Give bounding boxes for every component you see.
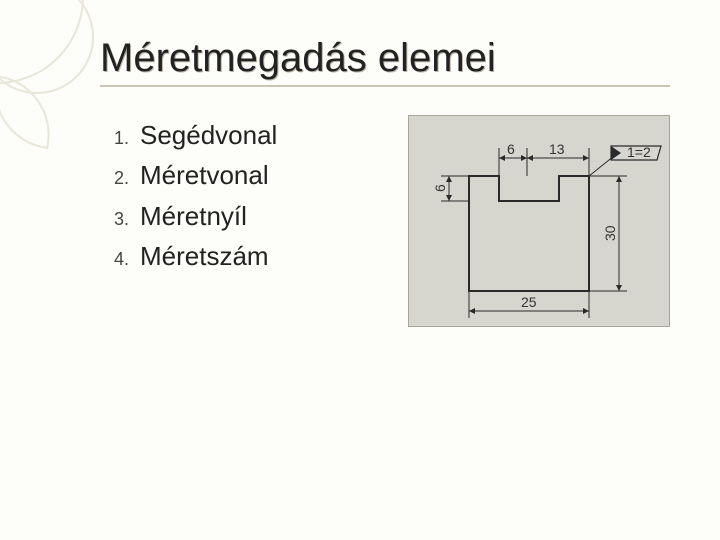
list-item: Méretnyíl [134, 196, 277, 236]
technical-drawing: 6 13 6 30 25 1=2 [408, 115, 670, 327]
dim-value: 13 [549, 141, 565, 157]
dim-value: 25 [521, 294, 537, 310]
dim-value: 6 [432, 184, 448, 192]
leader-line [589, 156, 614, 176]
note-text: 1=2 [627, 144, 651, 160]
dim-value: 6 [507, 141, 515, 157]
slide-title: Méretmegadás elemei [100, 36, 670, 81]
title-rule [100, 85, 670, 87]
dim-value: 30 [602, 225, 618, 241]
note-flag-arrow [611, 146, 621, 160]
list-item: Méretvonal [134, 155, 277, 195]
list-item: Méretszám [134, 236, 277, 276]
numbered-list: Segédvonal Méretvonal Méretnyíl Méretszá… [100, 115, 277, 276]
list-item: Segédvonal [134, 115, 277, 155]
slide-body: Segédvonal Méretvonal Méretnyíl Méretszá… [100, 115, 670, 327]
drawing-svg: 6 13 6 30 25 1=2 [409, 116, 669, 326]
slide: Méretmegadás elemei Segédvonal Méretvona… [0, 0, 720, 540]
part-outline [469, 176, 589, 291]
